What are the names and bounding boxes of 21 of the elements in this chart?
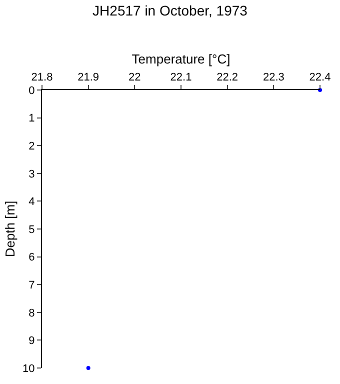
y-axis-title: Depth [m] bbox=[2, 200, 18, 258]
y-tick-label: 9 bbox=[28, 335, 35, 348]
x-axis-title: Temperature [°C] bbox=[132, 52, 230, 67]
x-tick-label: 21.8 bbox=[31, 72, 53, 84]
y-tick-label: 1 bbox=[28, 112, 35, 125]
x-tick-label: 22.4 bbox=[309, 72, 331, 84]
y-tick-label: 6 bbox=[28, 252, 35, 264]
x-tick-label: 22.3 bbox=[262, 72, 284, 84]
chart-title: JH2517 in October, 1973 bbox=[92, 2, 248, 19]
y-tick-label: 10 bbox=[22, 362, 35, 375]
y-tick-label: 7 bbox=[28, 279, 35, 292]
x-tick-label: 21.9 bbox=[78, 72, 100, 84]
y-tick-label: 0 bbox=[28, 84, 35, 97]
y-tick-label: 5 bbox=[28, 224, 35, 236]
y-tick-label: 2 bbox=[28, 140, 35, 152]
x-tick-label: 22.1 bbox=[170, 72, 192, 84]
y-tick-label: 4 bbox=[28, 196, 35, 208]
y-tick-label: 3 bbox=[28, 168, 35, 180]
x-tick-label: 22 bbox=[128, 72, 141, 84]
y-tick-label: 8 bbox=[28, 307, 35, 320]
x-tick-label: 22.2 bbox=[216, 72, 238, 84]
